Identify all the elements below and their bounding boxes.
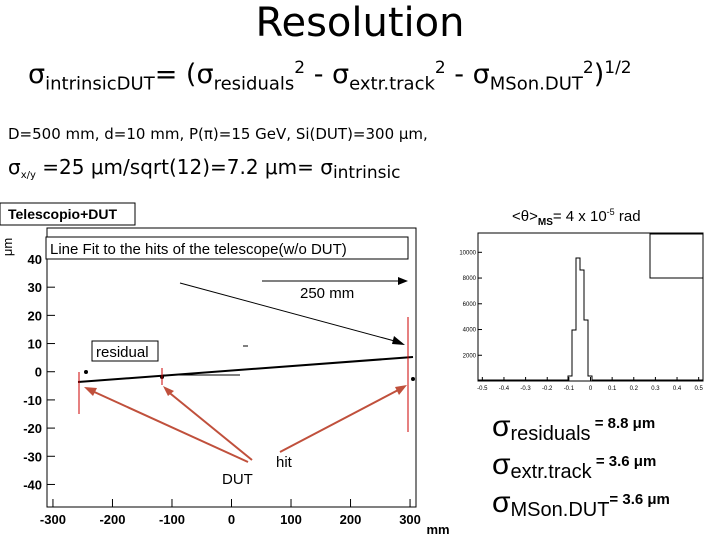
red-arrows [89, 387, 403, 463]
y-tick-label: 10 [28, 337, 42, 352]
formula-part: intrinsicDUT [45, 73, 155, 95]
y-unit: μm [0, 238, 15, 256]
inset-x-tick-label: -0.3 [520, 386, 531, 392]
result-sigma: σ [492, 448, 511, 481]
inset-stats [649, 233, 704, 279]
formula-part: =25 μm/sqrt(12)=7.2 μm= σ [35, 155, 333, 179]
formula: σintrinsicDUT= (σresiduals2 - σextr.trac… [28, 58, 632, 94]
inset-x-tick-label: -0.1 [564, 386, 575, 392]
inset-x-tick-label: -0.4 [499, 386, 510, 392]
inset-y-tick-label: 10000 [459, 250, 476, 256]
formula-part: ) [593, 59, 605, 90]
result-row: σMSon.DUT= 3.6 μm [492, 486, 670, 524]
inset-x-tick-label: -0.5 [477, 386, 488, 392]
formula-part: MSon.DUT [489, 73, 583, 95]
x-tick-label: -200 [99, 512, 125, 527]
residual-label: residual [96, 344, 149, 361]
result-sigma: σ [492, 410, 511, 443]
inset-y-tick-label: 4000 [463, 328, 477, 334]
inset-y-tick-label: 6000 [463, 302, 477, 308]
result-name: extr.track [510, 461, 592, 484]
y-tick-label: 40 [28, 252, 42, 267]
formula-part: = (σ [154, 59, 214, 90]
theta-label: <θ>MS= 4 x 10-5 rad [512, 207, 641, 228]
inset-x-tick-label: 0 [589, 386, 593, 392]
residual-box [91, 340, 159, 362]
arrow-head [392, 336, 405, 345]
plot-title: Telescopio+DUT [8, 206, 117, 222]
distance-label: 250 mm [300, 285, 354, 302]
y-tick-label: -30 [23, 449, 42, 464]
inset-x-tick-label: 0.5 [695, 386, 704, 392]
result-sigma: σ [492, 486, 511, 519]
formula-part: - σ [445, 59, 490, 90]
arrow-head [84, 387, 97, 396]
formula-part: 1/2 [604, 58, 632, 78]
y-tick-label: -40 [23, 477, 42, 492]
plot-frame [46, 227, 417, 508]
y-tick-label: 0 [35, 365, 42, 380]
y-tick-label: -10 [23, 393, 42, 408]
formula-part: rad [614, 208, 641, 225]
x-unit: mm [426, 522, 449, 537]
x-tick-label: 200 [340, 512, 362, 527]
inset-y-tick-label: 8000 [463, 276, 477, 282]
formula-part: MS [537, 217, 553, 228]
formula-part: extr.track [349, 73, 435, 95]
arrow-head [163, 386, 174, 396]
x-tick-label: 100 [280, 512, 302, 527]
plot-title-box [0, 202, 136, 226]
formula-part: 2 [434, 58, 446, 78]
formula-part: 2 [582, 58, 594, 78]
y-tick-label: -20 [23, 421, 42, 436]
hit-point [411, 377, 415, 381]
arrow-head [398, 277, 408, 285]
x-tick-label: 300 [399, 512, 421, 527]
parameters: D=500 mm, d=10 mm, P(π)=15 GeV, Si(DUT)=… [8, 125, 428, 143]
result-value: = 3.6 μm [609, 491, 670, 508]
fit-line [77, 356, 414, 383]
formula-part: - σ [305, 59, 350, 90]
fit-arrow [179, 282, 403, 344]
hit-label: hit [276, 454, 293, 471]
slide-title: Resolution [255, 0, 465, 46]
result-value: = 3.6 μm [591, 453, 657, 470]
formula-part: intrinsic [332, 163, 401, 183]
inset-x-tick-label: 0.2 [630, 386, 639, 392]
formula-part: residuals [213, 73, 295, 95]
result-name: residuals [510, 423, 591, 446]
y-tick-label: 20 [28, 308, 42, 323]
inset-histogram [478, 257, 703, 381]
inset-x-tick-label: 0.4 [673, 386, 682, 392]
formula-part: <θ> [512, 208, 538, 225]
x-tick-label: -300 [40, 512, 66, 527]
arrow-head [395, 385, 407, 395]
hit-point [84, 370, 88, 374]
sigma-line: σx/y =25 μm/sqrt(12)=7.2 μm= σintrinsic [8, 155, 401, 183]
inset-x-tick-label: -0.2 [542, 386, 553, 392]
fit-label: Line Fit to the hits of the telescope(w/… [50, 241, 347, 258]
inset-x-tick-label: 0.3 [651, 386, 660, 392]
formula-part: = 4 x 10 [552, 208, 607, 225]
result-value: = 8.8 μm [590, 415, 656, 432]
dut-label: DUT [222, 471, 253, 488]
formula-part: 2 [294, 58, 306, 78]
formula-part: x/y [20, 170, 36, 181]
x-tick-label: 0 [228, 512, 235, 527]
result-name: MSon.DUT [510, 499, 610, 522]
inset-x-tick-label: 0.1 [608, 386, 617, 392]
formula-part: σ [28, 59, 46, 90]
results: σresiduals = 8.8 μm σextr.track = 3.6 μm σ… [492, 410, 670, 524]
formula-part: -5 [606, 207, 615, 217]
inset-y-tick-label: 2000 [463, 353, 477, 359]
formula-part: σ [8, 155, 21, 179]
result-row: σextr.track = 3.6 μm [492, 448, 670, 486]
fit-label-box [45, 236, 409, 260]
x-tick-label: -100 [159, 512, 185, 527]
result-row: σresiduals = 8.8 μm [492, 410, 670, 448]
y-tick-label: 30 [28, 280, 42, 295]
